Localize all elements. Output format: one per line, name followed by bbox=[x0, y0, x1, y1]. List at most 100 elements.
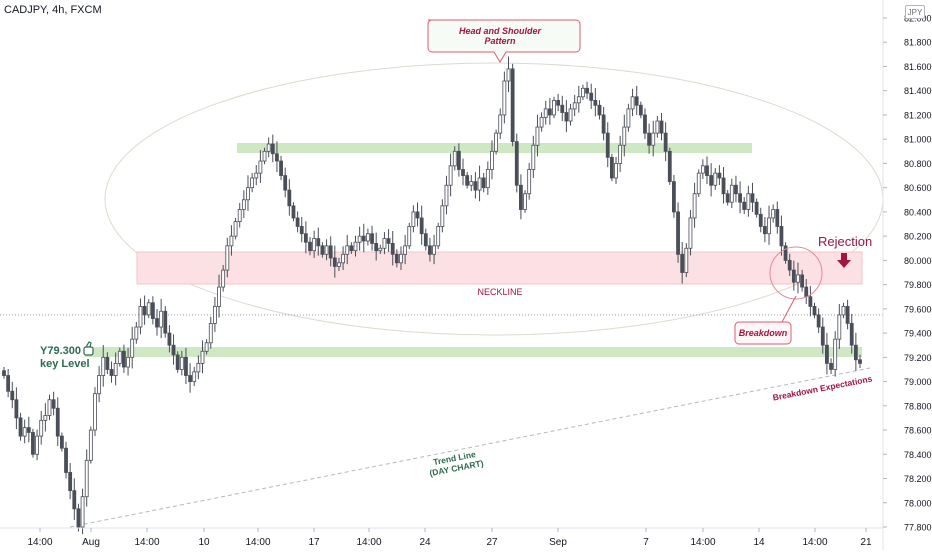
candle-body bbox=[684, 247, 689, 273]
candle bbox=[390, 231, 395, 266]
candle-body bbox=[601, 114, 606, 134]
candle-body bbox=[270, 143, 275, 155]
candle-body bbox=[717, 172, 722, 179]
candle-body bbox=[758, 213, 763, 227]
price-tick-label: 79.200 bbox=[904, 353, 932, 363]
candle-body bbox=[477, 177, 482, 191]
candle-body bbox=[26, 427, 31, 433]
currency-badge[interactable]: JPY bbox=[905, 5, 925, 19]
candle bbox=[76, 503, 81, 532]
candle bbox=[630, 88, 635, 117]
candle-body bbox=[291, 205, 296, 219]
time-tick-label: 14:00 bbox=[134, 537, 159, 548]
candle bbox=[171, 334, 176, 365]
candle bbox=[399, 246, 403, 271]
candle-body bbox=[374, 243, 379, 252]
candle bbox=[626, 103, 631, 132]
candle-body bbox=[76, 508, 81, 528]
candle-body bbox=[725, 193, 730, 203]
candle-body bbox=[825, 344, 829, 364]
pointing-hand-thumb bbox=[85, 341, 92, 348]
price-tick-label: 78.600 bbox=[904, 426, 932, 436]
candle-body bbox=[816, 314, 821, 328]
candle-body bbox=[688, 217, 693, 249]
candle-body bbox=[18, 417, 23, 437]
candle bbox=[212, 296, 217, 332]
candle bbox=[126, 347, 130, 376]
candle bbox=[423, 228, 428, 251]
price-tick-label: 81.800 bbox=[904, 38, 932, 48]
candle bbox=[159, 298, 164, 339]
candle bbox=[696, 169, 701, 197]
candle-body bbox=[14, 399, 19, 419]
candle-body bbox=[750, 193, 755, 203]
candle bbox=[10, 381, 15, 409]
candle bbox=[680, 241, 685, 284]
candle bbox=[312, 230, 317, 258]
time-tick-label: 14:00 bbox=[27, 537, 52, 548]
candle-body bbox=[80, 496, 85, 528]
candle-body bbox=[779, 226, 784, 247]
candle-body bbox=[361, 235, 366, 242]
candle-body bbox=[465, 175, 470, 186]
candle-body bbox=[126, 356, 130, 368]
candle bbox=[366, 228, 370, 246]
price-tick-label: 80.800 bbox=[904, 159, 932, 169]
candle-body bbox=[415, 211, 420, 219]
candle-body bbox=[461, 169, 465, 176]
candle bbox=[651, 120, 656, 157]
candle bbox=[709, 163, 714, 197]
candle-body bbox=[791, 269, 796, 283]
candle bbox=[473, 172, 478, 199]
candle bbox=[787, 253, 792, 276]
breakdown-label: Breakdown bbox=[739, 328, 788, 338]
candle bbox=[498, 108, 503, 140]
key-level-text-label: key Level bbox=[40, 358, 90, 370]
candle-body bbox=[35, 435, 39, 455]
candle bbox=[833, 331, 838, 377]
candle-body bbox=[10, 390, 15, 401]
candle-body bbox=[585, 87, 589, 94]
candle bbox=[80, 488, 85, 535]
candle-body bbox=[72, 490, 77, 510]
candle-body bbox=[113, 362, 118, 376]
price-tick-label: 81.200 bbox=[904, 110, 932, 120]
candle bbox=[729, 178, 734, 209]
candle bbox=[725, 190, 730, 206]
candle-body bbox=[200, 350, 205, 364]
candle bbox=[97, 366, 102, 403]
candle bbox=[622, 114, 627, 157]
candle bbox=[308, 237, 312, 256]
candle bbox=[324, 239, 329, 261]
candle-body bbox=[556, 100, 561, 106]
candle-body bbox=[382, 238, 387, 249]
candle bbox=[721, 167, 726, 204]
candle-body bbox=[626, 108, 631, 128]
candle bbox=[403, 234, 408, 265]
candle bbox=[221, 264, 226, 292]
candle-body bbox=[734, 184, 738, 195]
candle bbox=[547, 97, 552, 125]
candle bbox=[374, 232, 379, 261]
candle bbox=[440, 199, 445, 233]
candle-body bbox=[423, 233, 428, 247]
candle-body bbox=[622, 126, 627, 146]
candle-body bbox=[237, 209, 242, 223]
candle bbox=[568, 103, 573, 126]
price-tick-label: 78.200 bbox=[904, 474, 932, 484]
candle-body bbox=[448, 165, 453, 186]
candle bbox=[361, 223, 366, 253]
candle-body bbox=[845, 306, 850, 324]
candle-body bbox=[357, 235, 362, 243]
candle-body bbox=[539, 116, 544, 128]
candle-body bbox=[208, 322, 213, 344]
candle bbox=[332, 245, 337, 278]
candle bbox=[295, 211, 300, 233]
candle-body bbox=[858, 359, 862, 364]
candle-body bbox=[634, 96, 639, 106]
candle bbox=[820, 317, 825, 354]
candle-body bbox=[519, 184, 523, 210]
candle-body bbox=[233, 221, 238, 237]
